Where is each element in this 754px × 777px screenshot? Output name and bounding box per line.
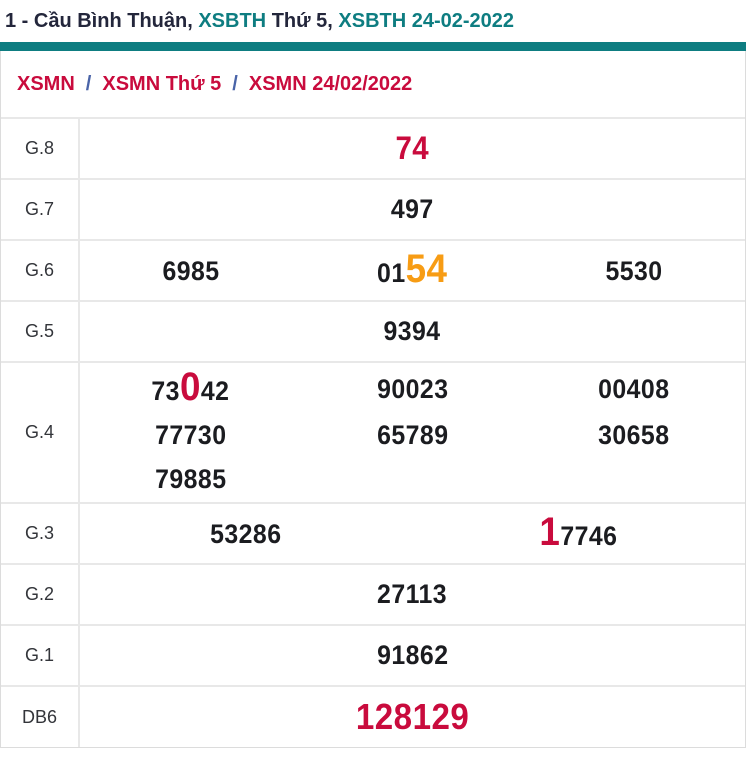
page-title: 1 - Cầu Bình Thuận, XSBTH Thứ 5, XSBTH 2…	[0, 0, 754, 42]
lottery-number-g8: 74	[395, 129, 430, 166]
g3-number-grid: 53286 17746	[80, 510, 745, 558]
number-segment: 30658	[598, 419, 670, 450]
prize-label: DB6	[1, 685, 80, 747]
g6-number-grid: 6985 0154 5530	[80, 247, 745, 295]
prize-label: G.6	[1, 239, 80, 301]
number-segment: 42	[201, 375, 230, 406]
lottery-number-g2: 27113	[377, 578, 448, 610]
lottery-number-g4-2: 90023	[377, 367, 448, 411]
prize-label: G.1	[1, 624, 80, 686]
number-segment: 128129	[355, 696, 470, 738]
lottery-number-g6-2: 0154	[377, 247, 447, 295]
prize-label: G.4	[1, 361, 80, 503]
number-segment: 27113	[377, 578, 448, 609]
prize-row-g4: G.4 73042 90023 00408 77730 65789 30658 …	[1, 361, 745, 503]
result-box: XSMN / XSMN Thứ 5 / XSMN 24/02/2022 G.8 …	[0, 51, 746, 748]
number-segment: 9394	[383, 315, 442, 346]
number-segment: 5530	[605, 255, 663, 286]
breadcrumb-separator: /	[232, 72, 238, 95]
number-segment: 7746	[560, 520, 618, 551]
prize-label: G.5	[1, 300, 80, 362]
lottery-number-g4-4: 77730	[155, 413, 226, 457]
highlighted-digits: 1	[539, 509, 561, 554]
lottery-number-g3-2: 17746	[540, 510, 618, 558]
highlighted-digits: 54	[405, 246, 448, 291]
title-link-xsbth-date[interactable]: XSBTH 24-02-2022	[338, 10, 515, 32]
title-text-weekday: Thứ 5,	[266, 10, 339, 32]
lottery-number-db6: 128129	[356, 697, 469, 737]
lottery-number-g4-6: 30658	[598, 413, 669, 457]
number-segment: 91862	[376, 639, 449, 670]
lottery-number-g4-1: 73042	[152, 365, 230, 413]
breadcrumb-separator: /	[85, 72, 92, 95]
lottery-number-g4-5: 65789	[377, 413, 448, 457]
number-segment: 79885	[155, 463, 227, 494]
prize-label: G.2	[1, 563, 80, 625]
lottery-number-g5: 9394	[383, 315, 442, 347]
prize-label: G.7	[1, 178, 80, 240]
prize-row-g3: G.3 53286 17746	[1, 502, 745, 564]
lottery-number-g7: 497	[391, 193, 434, 225]
prize-row-g1: G.1 91862	[1, 624, 745, 686]
number-segment: 00408	[598, 373, 670, 404]
number-segment: 74	[395, 129, 430, 166]
title-text-station: 1 - Cầu Bình Thuận,	[5, 10, 199, 32]
prize-row-g8: G.8 74	[1, 117, 745, 179]
prize-row-g6: G.6 6985 0154 5530	[1, 239, 745, 301]
prize-label: G.3	[1, 502, 80, 564]
lottery-number-g3-1: 53286	[211, 512, 282, 556]
breadcrumb: XSMN / XSMN Thứ 5 / XSMN 24/02/2022	[1, 51, 745, 117]
number-segment: 77730	[155, 419, 227, 450]
breadcrumb-link-xsmn-date[interactable]: XSMN 24/02/2022	[248, 72, 413, 95]
g4-number-grid: 73042 90023 00408 77730 65789 30658 7988…	[80, 365, 745, 501]
lottery-number-g6-1: 6985	[162, 249, 219, 293]
prize-row-g5: G.5 9394	[1, 300, 745, 362]
breadcrumb-link-xsmn-thu5[interactable]: XSMN Thứ 5	[102, 72, 222, 95]
prize-row-g2: G.2 27113	[1, 563, 745, 625]
teal-divider-bar	[0, 42, 746, 51]
number-segment: 01	[377, 257, 406, 288]
prize-row-db6: DB6 128129	[1, 685, 745, 747]
number-segment: 53286	[210, 518, 282, 549]
number-segment: 65789	[376, 419, 449, 450]
number-segment: 90023	[376, 373, 449, 404]
lottery-number-g6-3: 5530	[606, 249, 663, 293]
number-segment: 6985	[162, 255, 220, 286]
prize-label: G.8	[1, 117, 80, 179]
highlighted-digits: 0	[180, 364, 202, 409]
lottery-number-g4-7: 79885	[155, 457, 226, 501]
lottery-number-g4-3: 00408	[598, 367, 669, 411]
number-segment: 73	[151, 375, 181, 406]
breadcrumb-link-xsmn[interactable]: XSMN	[17, 72, 75, 95]
lottery-results-table: G.8 74 G.7 497 G.6 6985 0154 5530	[1, 117, 745, 747]
number-segment: 497	[391, 193, 434, 224]
title-link-xsbth[interactable]: XSBTH	[198, 10, 267, 32]
lottery-number-g1: 91862	[376, 639, 449, 671]
prize-row-g7: G.7 497	[1, 178, 745, 240]
